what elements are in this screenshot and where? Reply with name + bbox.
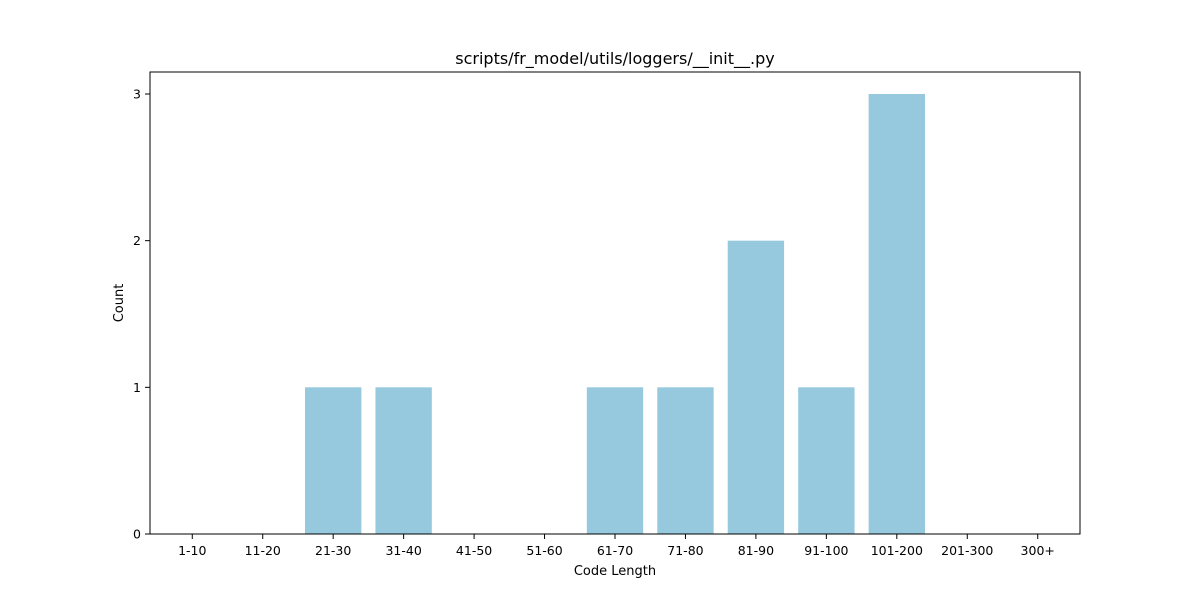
x-tick-label: 101-200 — [871, 543, 923, 558]
bar-81-90 — [727, 240, 785, 534]
x-tick-label: 1-10 — [178, 543, 206, 558]
plot-frame — [149, 71, 1081, 535]
bar-21-30 — [305, 387, 362, 534]
bar-61-70 — [586, 387, 644, 534]
x-tick-label: 91-100 — [804, 543, 848, 558]
bar-31-40 — [375, 387, 432, 534]
y-tick-label: 2 — [133, 233, 141, 248]
y-axis-label: Count — [112, 284, 127, 323]
bars-group — [305, 94, 925, 534]
bar-71-80 — [657, 387, 714, 534]
x-tick-label: 61-70 — [597, 543, 633, 558]
x-tick-label: 81-90 — [738, 543, 774, 558]
x-tick-label: 51-60 — [526, 543, 562, 558]
bar-101-200 — [868, 94, 925, 534]
x-tick-label: 300+ — [1021, 543, 1055, 558]
x-tick-label: 31-40 — [385, 543, 421, 558]
y-tick-label: 3 — [133, 87, 141, 102]
y-axis-ticks: 0 1 2 3 — [133, 87, 150, 542]
y-tick-label: 0 — [133, 527, 141, 542]
x-axis-label: Code Length — [574, 564, 656, 579]
x-tick-label: 11-20 — [245, 543, 281, 558]
x-tick-label: 71-80 — [667, 543, 703, 558]
x-tick-label: 21-30 — [315, 543, 351, 558]
x-axis-ticks: 1-10 11-20 21-30 31-40 41-50 51-60 61-70 71-80 8… — [178, 534, 1055, 558]
y-tick-label: 1 — [133, 380, 141, 395]
x-tick-label: 201-300 — [941, 543, 993, 558]
chart-title: scripts/fr_model/utils/loggers/__init__.… — [455, 49, 774, 69]
bar-91-100 — [798, 387, 855, 534]
x-tick-label: 41-50 — [456, 543, 492, 558]
